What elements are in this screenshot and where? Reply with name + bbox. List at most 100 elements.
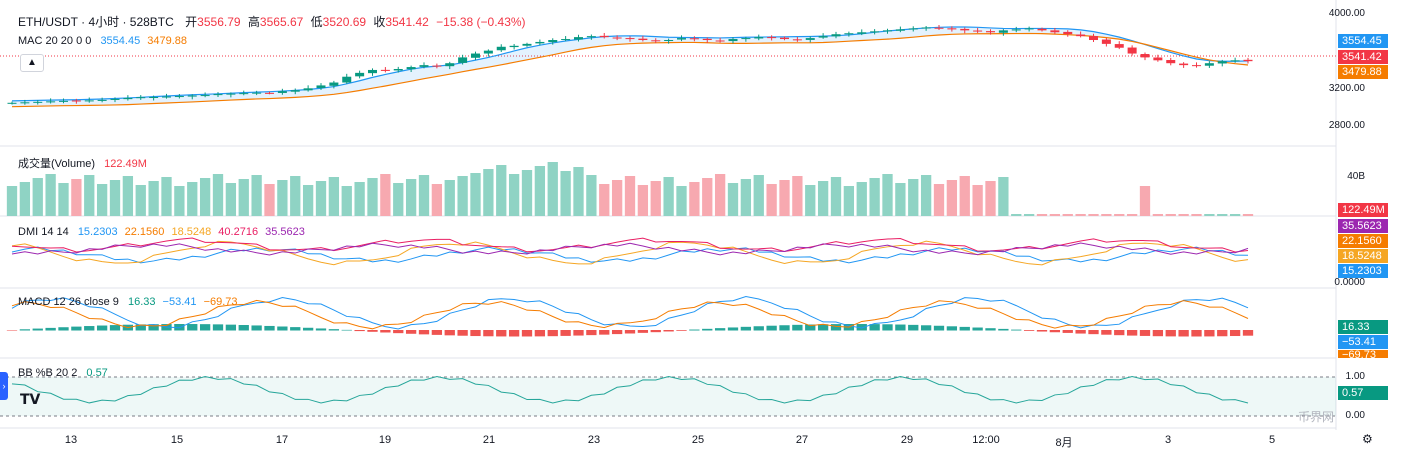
macd-histogram-bar — [1152, 330, 1164, 337]
volume-bar — [457, 176, 468, 216]
tradingview-logo: TV — [20, 392, 41, 408]
macd-histogram-bar — [187, 324, 198, 331]
macd-histogram-bar — [457, 330, 468, 336]
volume-bar — [959, 176, 970, 216]
macd-histogram-bar — [367, 330, 378, 332]
macd-histogram-bar — [1191, 330, 1202, 337]
macd-histogram-bar — [405, 330, 417, 334]
candle-body — [882, 30, 893, 32]
candle-body — [329, 82, 339, 86]
candle-body — [1076, 34, 1086, 37]
macd-histogram-bar — [418, 330, 430, 335]
candle-body — [7, 102, 17, 104]
candle-body — [1101, 39, 1111, 44]
low-value: 3520.69 — [322, 15, 367, 29]
macd-histogram-bar — [882, 324, 893, 331]
macd-histogram-bar — [998, 328, 1009, 331]
macd-histogram-bar — [779, 325, 790, 331]
macd-histogram-bar — [573, 330, 584, 336]
bb-tag: 0.57 — [1338, 386, 1388, 400]
bb-band-fill — [0, 377, 1336, 416]
bb-percent-line — [11, 375, 1249, 404]
volume-bar — [727, 183, 739, 216]
volume-bar — [161, 177, 172, 216]
price-tag-ma-fast: 3554.45 — [1338, 34, 1388, 48]
x-axis-label: 17 — [275, 434, 289, 446]
volume-bar — [792, 176, 803, 216]
volume-bar — [908, 179, 919, 216]
volume-bar — [341, 186, 352, 216]
candle-body — [432, 65, 442, 67]
macd-histogram-bar — [1229, 330, 1241, 337]
candle-body — [239, 93, 249, 95]
settings-gear-icon[interactable]: ⚙ — [1362, 432, 1373, 446]
candle-body — [419, 65, 429, 67]
macd-histogram-bar — [920, 325, 932, 331]
collapse-legend-button[interactable]: ▲ — [20, 54, 44, 72]
bb-axis-label: 1.00 — [1345, 371, 1365, 382]
volume-bar — [611, 180, 623, 216]
side-panel-handle[interactable]: › — [0, 372, 8, 400]
mac-legend[interactable]: MAC 20 20 0 0 3554.45 3479.88 — [18, 35, 188, 47]
macd-histogram-bar — [315, 328, 327, 331]
candle-body — [599, 35, 609, 38]
macd-histogram-bar — [199, 324, 211, 331]
candle-body — [573, 37, 584, 40]
candle-body — [355, 72, 365, 77]
volume-bar — [534, 166, 546, 216]
macd-histogram-bar — [727, 327, 739, 331]
candle-body — [123, 97, 133, 100]
volume-bar — [45, 174, 56, 216]
x-axis-label: 15 — [170, 434, 184, 446]
volume-axis-label: 40B — [1347, 171, 1365, 182]
volume-bar — [380, 174, 391, 216]
volume-bar — [882, 174, 893, 216]
candle-body — [754, 37, 764, 39]
macd-histogram-bar — [1011, 329, 1022, 331]
dmi-tag: 15.2303 — [1338, 264, 1388, 278]
candle-body — [1140, 54, 1150, 58]
candle-body — [1217, 61, 1227, 64]
candle-body — [1191, 65, 1202, 67]
candle-body — [548, 40, 558, 43]
macd-histogram-bar — [1217, 330, 1228, 337]
price-tag-last: 3541.42 — [1338, 50, 1388, 64]
candle-body — [1050, 30, 1060, 33]
macd-histogram-bar — [895, 324, 906, 331]
macd-histogram-bar — [534, 330, 546, 337]
macd-histogram-bar — [496, 330, 507, 337]
x-axis-label: 23 — [587, 434, 601, 446]
volume-bar — [1049, 214, 1061, 216]
macd-histogram-bar — [96, 325, 108, 331]
price-axis-label: 3200.00 — [1328, 83, 1365, 94]
volume-bar — [251, 175, 262, 216]
volume-bar — [58, 183, 69, 216]
candle-body — [664, 40, 674, 42]
candle-body — [509, 45, 519, 48]
volume-bar — [328, 177, 340, 216]
bb-legend[interactable]: BB %B 20 2 0.57 — [18, 367, 108, 379]
macd-histogram-bar — [753, 326, 764, 331]
price-tag-ma-slow: 3479.88 — [1338, 65, 1388, 79]
candle-body — [1179, 63, 1189, 66]
candle-body — [303, 88, 313, 91]
dmi-legend[interactable]: DMI 14 14 15.2303 22.1560 18.5248 40.271… — [18, 226, 305, 238]
macd-histogram-bar — [972, 327, 983, 331]
x-axis-label: 27 — [795, 434, 809, 446]
macd-histogram-bar — [264, 325, 275, 331]
macd-histogram-bar — [32, 328, 43, 331]
candle-body — [767, 37, 777, 39]
volume-legend[interactable]: 成交量(Volume) 122.49M — [18, 158, 147, 170]
volume-bar — [470, 173, 481, 216]
volume-bar — [84, 175, 95, 216]
macd-histogram-bar — [817, 324, 829, 331]
macd-legend[interactable]: MACD 12 26 close 9 16.33 −53.41 −69.73 — [18, 296, 238, 308]
candle-body — [728, 39, 738, 42]
volume-bar — [264, 184, 275, 216]
ma-slow-line — [11, 32, 1249, 108]
candle-body — [71, 100, 81, 102]
volume-bar — [6, 186, 18, 216]
volume-tag: 122.49M — [1338, 203, 1388, 217]
volume-bar — [418, 175, 430, 216]
